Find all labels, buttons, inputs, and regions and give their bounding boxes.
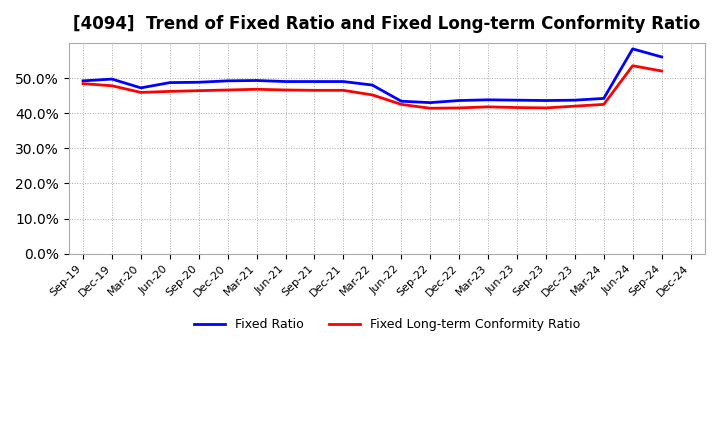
Fixed Ratio <box>541 98 550 103</box>
Fixed Long-term Conformity Ratio <box>600 102 608 107</box>
Fixed Ratio <box>339 79 348 84</box>
Title: [4094]  Trend of Fixed Ratio and Fixed Long-term Conformity Ratio: [4094] Trend of Fixed Ratio and Fixed Lo… <box>73 15 701 33</box>
Fixed Ratio <box>513 98 521 103</box>
Fixed Long-term Conformity Ratio <box>108 83 117 88</box>
Fixed Ratio <box>600 96 608 101</box>
Fixed Ratio <box>629 46 637 51</box>
Fixed Long-term Conformity Ratio <box>629 63 637 68</box>
Fixed Ratio <box>108 77 117 82</box>
Fixed Ratio <box>426 100 434 105</box>
Fixed Ratio <box>397 99 405 104</box>
Fixed Long-term Conformity Ratio <box>137 90 145 95</box>
Fixed Long-term Conformity Ratio <box>455 105 464 110</box>
Fixed Ratio <box>194 80 203 85</box>
Fixed Long-term Conformity Ratio <box>513 105 521 110</box>
Fixed Ratio <box>368 82 377 88</box>
Fixed Long-term Conformity Ratio <box>282 88 290 93</box>
Fixed Ratio <box>455 98 464 103</box>
Fixed Ratio <box>484 97 492 103</box>
Fixed Long-term Conformity Ratio <box>426 106 434 111</box>
Fixed Ratio <box>282 79 290 84</box>
Fixed Long-term Conformity Ratio <box>194 88 203 93</box>
Fixed Long-term Conformity Ratio <box>570 103 579 109</box>
Fixed Long-term Conformity Ratio <box>397 102 405 107</box>
Fixed Ratio <box>657 54 666 59</box>
Fixed Long-term Conformity Ratio <box>223 88 232 93</box>
Legend: Fixed Ratio, Fixed Long-term Conformity Ratio: Fixed Ratio, Fixed Long-term Conformity … <box>189 313 585 336</box>
Fixed Ratio <box>570 98 579 103</box>
Line: Fixed Long-term Conformity Ratio: Fixed Long-term Conformity Ratio <box>83 66 662 108</box>
Fixed Long-term Conformity Ratio <box>484 104 492 110</box>
Fixed Long-term Conformity Ratio <box>310 88 319 93</box>
Fixed Ratio <box>223 78 232 84</box>
Fixed Ratio <box>166 80 174 85</box>
Fixed Long-term Conformity Ratio <box>368 92 377 98</box>
Fixed Long-term Conformity Ratio <box>339 88 348 93</box>
Fixed Long-term Conformity Ratio <box>166 89 174 94</box>
Line: Fixed Ratio: Fixed Ratio <box>83 49 662 103</box>
Fixed Long-term Conformity Ratio <box>78 81 87 86</box>
Fixed Long-term Conformity Ratio <box>541 105 550 110</box>
Fixed Ratio <box>78 78 87 84</box>
Fixed Ratio <box>137 85 145 91</box>
Fixed Long-term Conformity Ratio <box>252 87 261 92</box>
Fixed Ratio <box>310 79 319 84</box>
Fixed Long-term Conformity Ratio <box>657 68 666 73</box>
Fixed Ratio <box>252 78 261 83</box>
